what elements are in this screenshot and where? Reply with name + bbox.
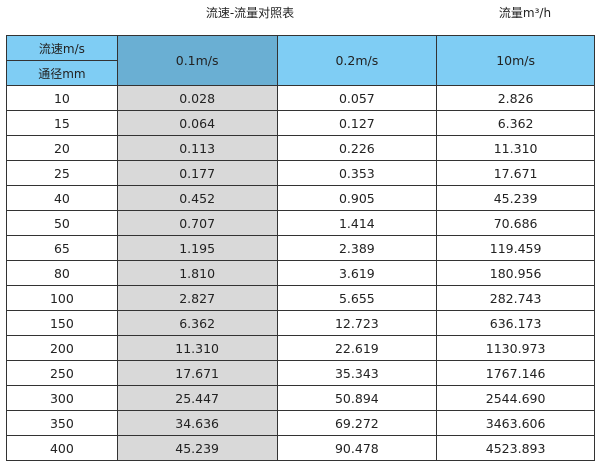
flow-cell: 35.343	[276, 360, 438, 386]
flow-cell: 17.671	[116, 360, 278, 386]
flow-cell: 70.686	[436, 210, 595, 236]
flow-cell: 50.894	[276, 385, 438, 411]
diameter-cell: 25	[6, 160, 118, 186]
table-row: 200 11.310 22.619 1130.973	[6, 335, 595, 361]
diameter-cell: 100	[6, 285, 118, 311]
diameter-cell: 200	[6, 335, 118, 361]
column-header: 0.1m/s	[116, 35, 278, 86]
table-row: 25 0.177 0.353 17.671	[6, 160, 595, 186]
flow-cell: 11.310	[436, 135, 595, 161]
flow-cell: 282.743	[436, 285, 595, 311]
flow-cell: 0.905	[276, 185, 438, 211]
flow-cell: 0.028	[116, 85, 278, 111]
diameter-header: 通径mm	[6, 60, 118, 86]
diameter-cell: 10	[6, 85, 118, 111]
table-row: 15 0.064 0.127 6.362	[6, 110, 595, 136]
flow-cell: 0.707	[116, 210, 278, 236]
flow-cell: 6.362	[116, 310, 278, 336]
table-row: 50 0.707 1.414 70.686	[6, 210, 595, 236]
flow-cell: 25.447	[116, 385, 278, 411]
table-row: 40 0.452 0.905 45.239	[6, 185, 595, 211]
diameter-cell: 80	[6, 260, 118, 286]
flow-cell: 1.810	[116, 260, 278, 286]
flow-cell: 22.619	[276, 335, 438, 361]
flow-cell: 69.272	[276, 410, 438, 436]
flow-cell: 34.636	[116, 410, 278, 436]
table-row: 250 17.671 35.343 1767.146	[6, 360, 595, 386]
column-header: 10m/s	[436, 35, 595, 86]
table-row: 100 2.827 5.655 282.743	[6, 285, 595, 311]
flow-cell: 180.956	[436, 260, 595, 286]
diameter-cell: 65	[6, 235, 118, 261]
flow-cell: 1130.973	[436, 335, 595, 361]
flow-cell: 45.239	[436, 185, 595, 211]
flow-cell: 3463.606	[436, 410, 595, 436]
table-row: 150 6.362 12.723 636.173	[6, 310, 595, 336]
flow-cell: 2.826	[436, 85, 595, 111]
diameter-cell: 350	[6, 410, 118, 436]
flow-cell: 0.226	[276, 135, 438, 161]
table-row: 350 34.636 69.272 3463.606	[6, 410, 595, 436]
flow-cell: 90.478	[276, 435, 438, 461]
diameter-cell: 250	[6, 360, 118, 386]
table-row: 300 25.447 50.894 2544.690	[6, 385, 595, 411]
table-row: 10 0.028 0.057 2.826	[6, 85, 595, 111]
flow-cell: 0.064	[116, 110, 278, 136]
flow-cell: 1.414	[276, 210, 438, 236]
flow-cell: 0.113	[116, 135, 278, 161]
flow-cell: 2.827	[116, 285, 278, 311]
flow-cell: 636.173	[436, 310, 595, 336]
flow-cell: 0.452	[116, 185, 278, 211]
flow-cell: 0.127	[276, 110, 438, 136]
table-row: 400 45.239 90.478 4523.893	[6, 435, 595, 461]
flow-cell: 17.671	[436, 160, 595, 186]
column-header: 0.2m/s	[276, 35, 438, 86]
diameter-cell: 20	[6, 135, 118, 161]
diameter-cell: 50	[6, 210, 118, 236]
table-row: 20 0.113 0.226 11.310	[6, 135, 595, 161]
flow-cell: 11.310	[116, 335, 278, 361]
flow-cell: 45.239	[116, 435, 278, 461]
flow-cell: 12.723	[276, 310, 438, 336]
flow-cell: 6.362	[436, 110, 595, 136]
flow-rate-table: 流速m/s 0.1m/s 0.2m/s 10m/s 通径mm 10 0.028 0.…	[6, 35, 595, 461]
flow-cell: 3.619	[276, 260, 438, 286]
velocity-header: 流速m/s	[6, 35, 118, 61]
diameter-cell: 150	[6, 310, 118, 336]
table-row: 65 1.195 2.389 119.459	[6, 235, 595, 261]
flow-cell: 0.353	[276, 160, 438, 186]
table-title: 流速-流量对照表	[205, 6, 295, 20]
flow-cell: 5.655	[276, 285, 438, 311]
flow-cell: 2.389	[276, 235, 438, 261]
flow-cell: 119.459	[436, 235, 595, 261]
flow-cell: 1.195	[116, 235, 278, 261]
diameter-cell: 300	[6, 385, 118, 411]
flow-cell: 4523.893	[436, 435, 595, 461]
flow-cell: 2544.690	[436, 385, 595, 411]
flow-cell: 1767.146	[436, 360, 595, 386]
diameter-cell: 15	[6, 110, 118, 136]
diameter-cell: 40	[6, 185, 118, 211]
unit-label: 流量m³/h	[498, 6, 552, 20]
diameter-cell: 400	[6, 435, 118, 461]
flow-cell: 0.177	[116, 160, 278, 186]
flow-cell: 0.057	[276, 85, 438, 111]
table-row: 80 1.810 3.619 180.956	[6, 260, 595, 286]
